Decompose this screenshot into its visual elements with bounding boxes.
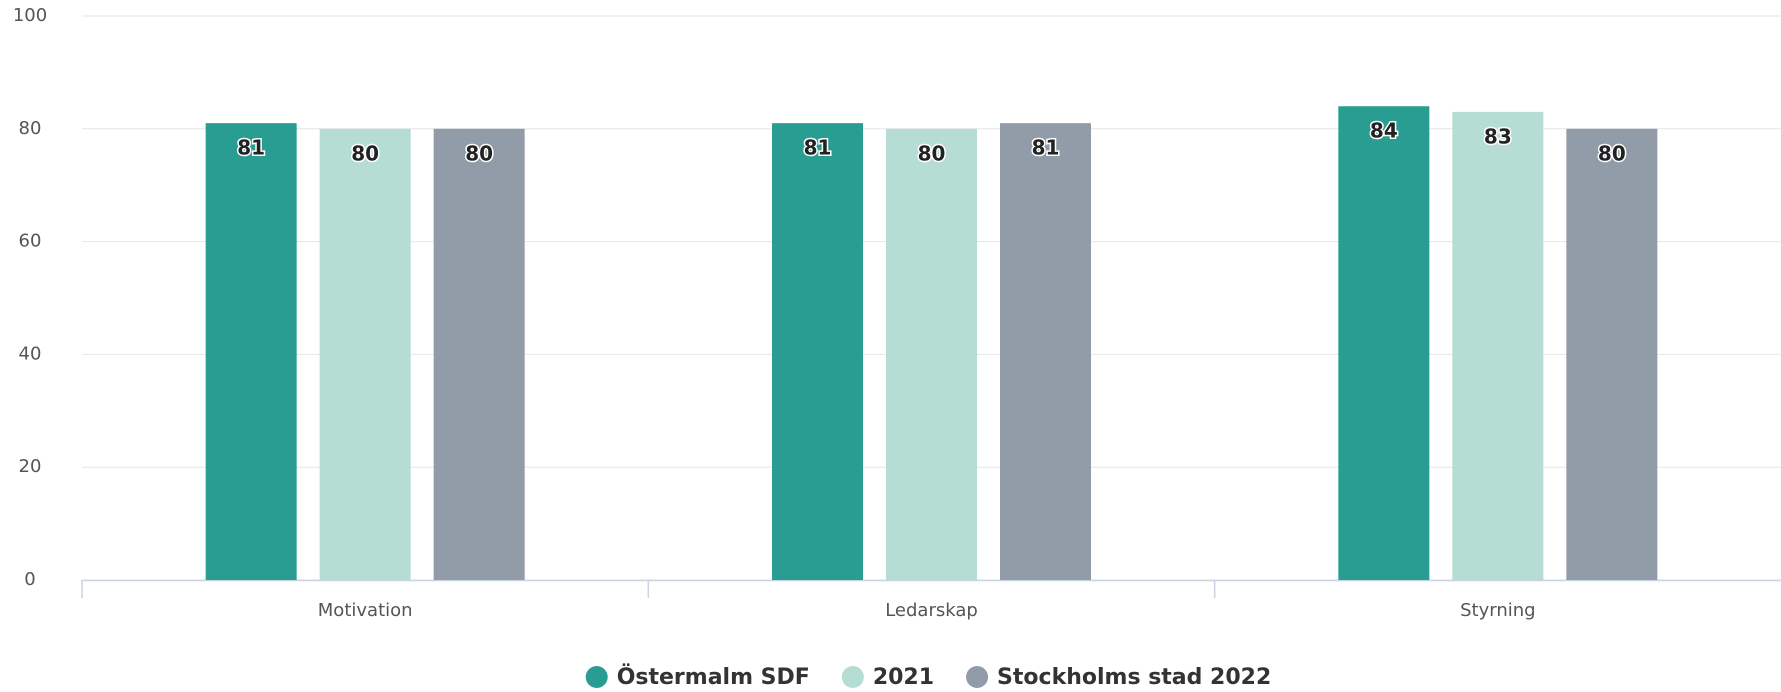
x-tick-label: Ledarskap [885,600,978,621]
y-tick-label: 20 [19,456,42,477]
data-label: 81 [1032,136,1060,160]
data-label: 81 [804,136,832,160]
legend-label: Östermalm SDF [617,664,810,690]
legend: Östermalm SDF 2021 Stockholms stad 2022 [585,664,1271,690]
data-label: 80 [1598,141,1626,165]
bar [1452,111,1544,580]
y-tick-label: 60 [19,231,42,252]
bar [772,123,863,580]
bar [1566,128,1658,581]
data-label: 83 [1484,124,1512,148]
data-label: 80 [465,141,493,165]
legend-marker [841,666,864,688]
bar [319,128,411,581]
legend-label: Stockholms stad 2022 [997,665,1271,690]
legend-marker [966,666,989,688]
bar [205,123,297,580]
bar [886,128,977,581]
bar [1338,106,1430,581]
data-label: 81 [237,136,265,160]
y-tick-label: 100 [13,5,47,26]
x-tick-label: Styrning [1460,600,1535,621]
data-label: 80 [351,141,379,165]
legend-label: 2021 [873,665,934,690]
x-tick-label: Motivation [318,600,413,621]
legend-marker [585,666,608,688]
bar [1000,123,1091,580]
data-label: 80 [918,141,946,165]
bar [433,128,525,581]
y-tick-label: 40 [19,343,42,364]
y-tick-label: 0 [24,569,35,590]
y-tick-label: 80 [19,118,42,139]
data-label: 84 [1370,119,1398,143]
